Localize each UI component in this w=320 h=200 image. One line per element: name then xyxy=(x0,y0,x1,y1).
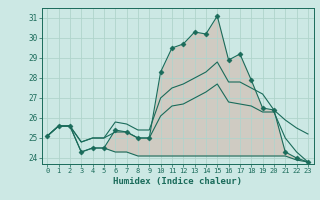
X-axis label: Humidex (Indice chaleur): Humidex (Indice chaleur) xyxy=(113,177,242,186)
